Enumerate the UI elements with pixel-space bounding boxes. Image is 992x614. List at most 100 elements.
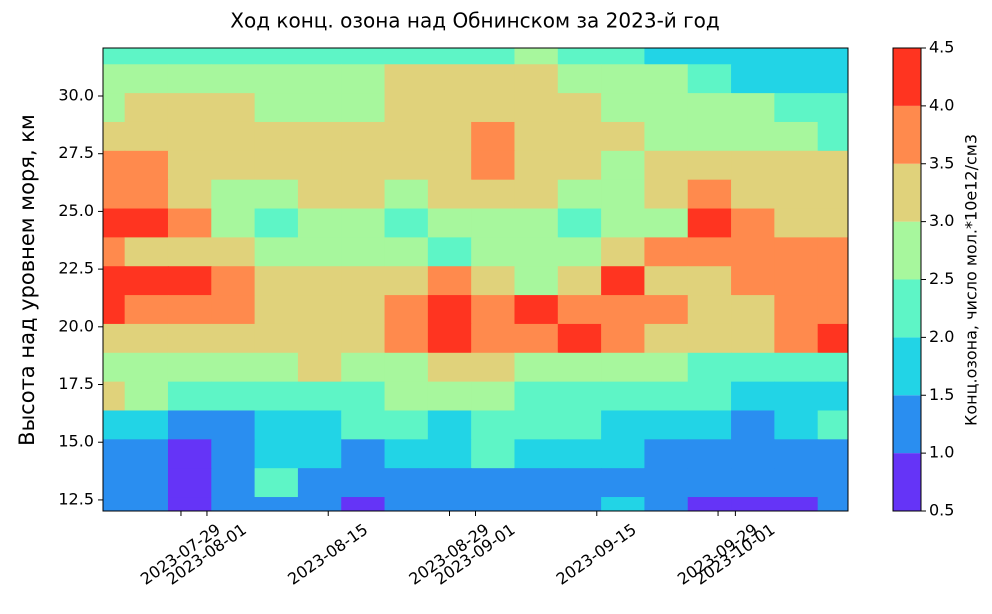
contour-cell: [514, 64, 559, 94]
y-tick-label: 27.5: [58, 143, 94, 162]
contour-cell: [514, 381, 559, 412]
contour-cell: [557, 352, 602, 383]
contour-cell: [124, 179, 169, 210]
contour-cell: [557, 468, 602, 498]
contour-cell: [254, 179, 299, 210]
colorbar-segment: [893, 221, 921, 280]
contour-cell: [817, 381, 848, 412]
contour-cell: [297, 468, 342, 498]
contour-cell: [297, 266, 342, 296]
chart-title: Ход конц. озона над Обнинском за 2023-й …: [230, 9, 719, 33]
contour-cell: [254, 208, 299, 238]
contour-cell: [731, 439, 775, 469]
contour-cell: [103, 237, 126, 267]
contour-cell: [687, 48, 732, 65]
contour-cell: [514, 468, 559, 498]
contour-cell: [384, 468, 429, 498]
contour-cell: [644, 439, 689, 469]
contour-cell: [774, 179, 819, 210]
contour-cell: [341, 439, 386, 469]
contour-cell: [557, 295, 602, 325]
contour-cell: [471, 179, 516, 210]
contour-cell: [731, 323, 775, 354]
contour-cell: [427, 295, 472, 325]
contour-cell: [557, 497, 602, 511]
contour-cell: [384, 179, 429, 210]
contour-cell: [341, 48, 386, 65]
contour-cell: [103, 439, 126, 469]
contour-cell: [601, 352, 646, 383]
contour-cell: [297, 410, 342, 440]
contour-cell: [167, 266, 212, 296]
contour-cell: [211, 468, 256, 498]
contour-cell: [341, 266, 386, 296]
contour-cell: [427, 410, 472, 440]
contour-cell: [297, 237, 342, 267]
contour-cell: [644, 48, 689, 65]
contour-cell: [427, 468, 472, 498]
contour-cell: [427, 64, 472, 94]
x-tick-label: 2023-09-15: [553, 520, 640, 589]
contour-cell: [103, 381, 126, 412]
contour-cell: [731, 208, 775, 238]
contour-cell: [211, 439, 256, 469]
contour-cell: [731, 48, 775, 65]
contour-cell: [167, 237, 212, 267]
contour-cell: [774, 468, 819, 498]
contour-cell: [211, 266, 256, 296]
contour-cell: [167, 64, 212, 94]
contour-cell: [817, 150, 848, 181]
contour-cell: [731, 410, 775, 440]
contour-cell: [384, 295, 429, 325]
contour-cell: [687, 410, 732, 440]
contour-cell: [124, 410, 169, 440]
contour-cell: [254, 237, 299, 267]
contour-cell: [514, 352, 559, 383]
colorbar-segment: [893, 395, 921, 454]
contour-cell: [514, 237, 559, 267]
contour-cell: [341, 468, 386, 498]
contour-cell: [167, 150, 212, 181]
contour-cell: [731, 266, 775, 296]
contour-cell: [774, 295, 819, 325]
contour-cell: [427, 208, 472, 238]
contour-cell: [601, 48, 646, 65]
contour-cell: [471, 266, 516, 296]
contour-cell: [167, 381, 212, 412]
contour-cell: [731, 93, 775, 123]
contour-cell: [427, 237, 472, 267]
colorbar-tick-label: 1.5: [929, 385, 954, 404]
contour-cell: [341, 381, 386, 412]
contour-cell: [427, 497, 472, 511]
contour-cell: [644, 121, 689, 152]
contour-cell: [211, 93, 256, 123]
contour-cell: [211, 410, 256, 440]
colorbar-segment: [893, 105, 921, 164]
contour-cell: [774, 237, 819, 267]
contour-cell: [167, 295, 212, 325]
contour-cell: [774, 381, 819, 412]
contour-cell: [471, 323, 516, 354]
contour-cell: [103, 352, 126, 383]
contour-cell: [601, 410, 646, 440]
y-tick-label: 15.0: [58, 432, 94, 451]
contour-cell: [254, 497, 299, 511]
contour-cell: [124, 497, 169, 511]
contour-cell: [384, 150, 429, 181]
contour-cell: [731, 179, 775, 210]
contour-cell: [687, 295, 732, 325]
contour-cell: [211, 323, 256, 354]
contour-cell: [384, 439, 429, 469]
contour-cell: [384, 410, 429, 440]
contour-cell: [297, 323, 342, 354]
contour-cell: [817, 410, 848, 440]
contour-cell: [167, 48, 212, 65]
contour-cell: [644, 208, 689, 238]
y-tick-label: 25.0: [58, 201, 94, 220]
contour-cell: [341, 93, 386, 123]
contour-cell: [341, 121, 386, 152]
contour-cell: [644, 179, 689, 210]
contour-cell: [644, 237, 689, 267]
contour-cell: [167, 439, 212, 469]
